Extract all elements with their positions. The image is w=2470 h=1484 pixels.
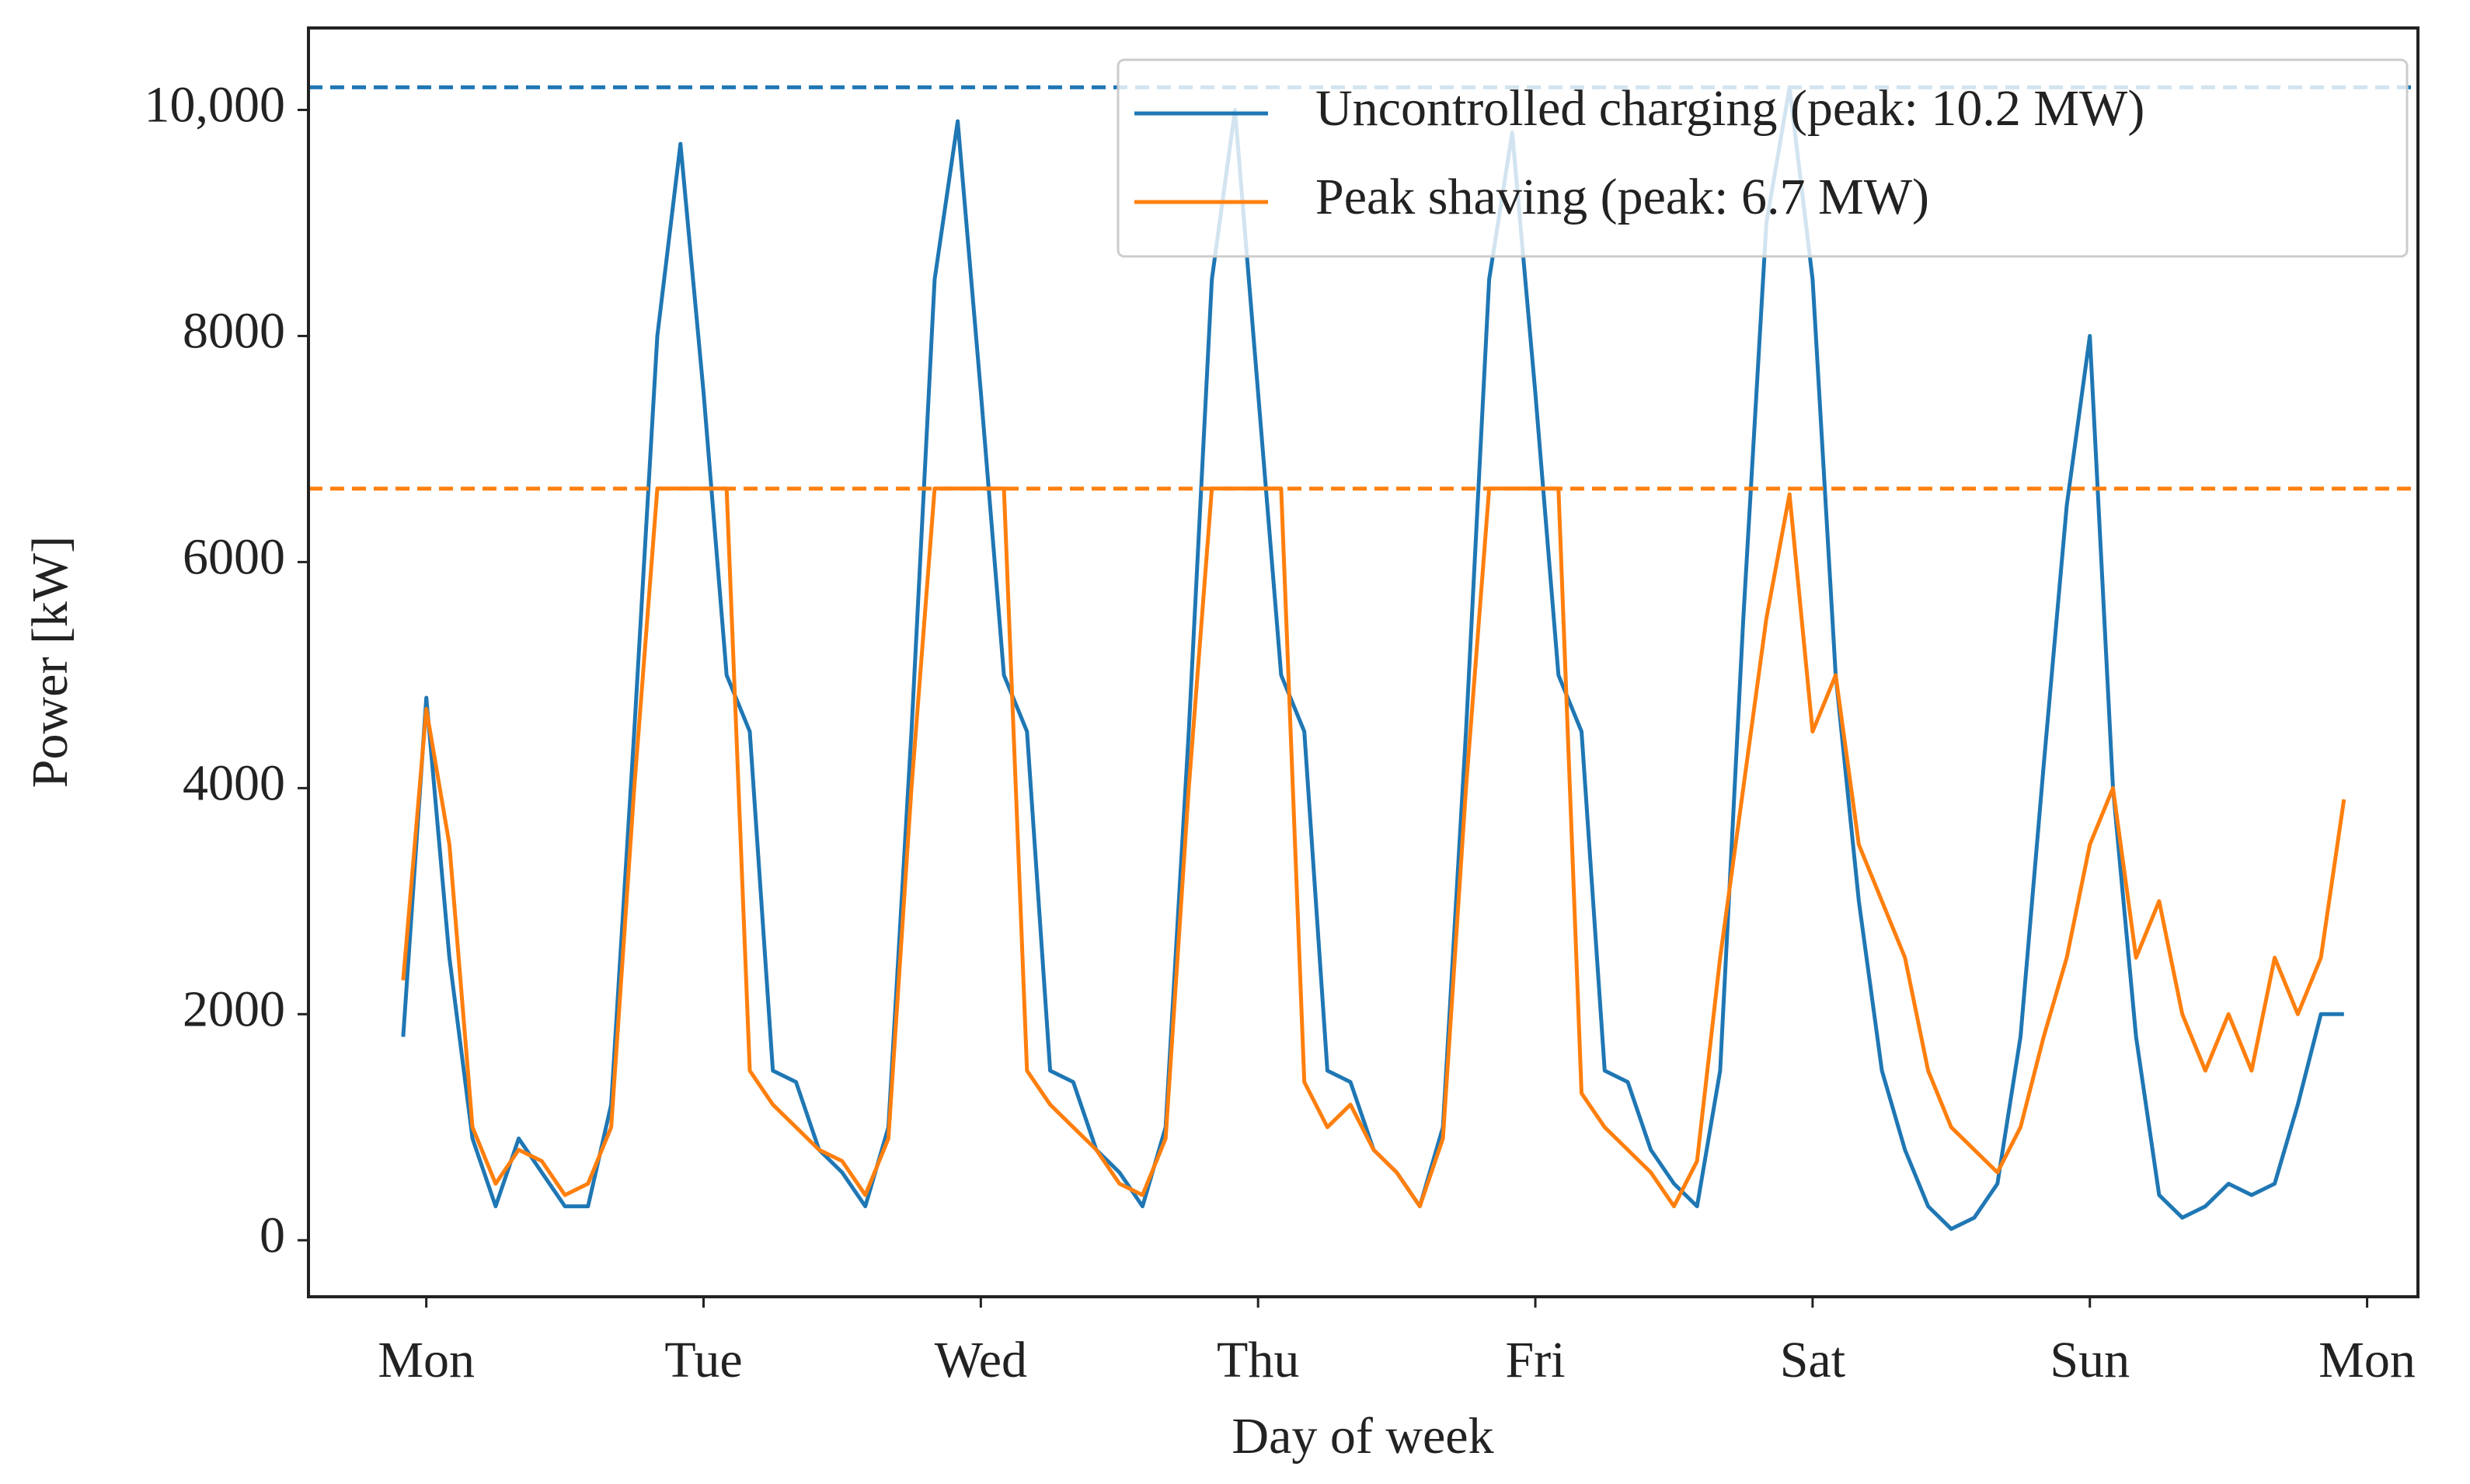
x-tick-label: Sun: [2050, 1332, 2130, 1388]
x-axis-label: Day of week: [1232, 1408, 1493, 1465]
y-tick-label: 0: [260, 1207, 285, 1263]
y-axis-label: Power [kW]: [22, 536, 78, 788]
x-tick-label: Mon: [2318, 1332, 2416, 1388]
x-tick-label: Tue: [664, 1332, 742, 1388]
y-tick-label: 4000: [183, 754, 285, 811]
legend-box: [1117, 58, 2409, 258]
series-line: [401, 486, 2346, 1209]
x-tick-label: Thu: [1217, 1332, 1299, 1388]
x-tick-label: Mon: [378, 1332, 475, 1388]
y-tick-label: 2000: [183, 981, 285, 1037]
y-tick-label: 6000: [183, 529, 285, 586]
plot-area: [308, 85, 2418, 1231]
y-tick-label: 8000: [183, 303, 285, 360]
x-tick-label: Sat: [1780, 1332, 1845, 1388]
x-tick-label: Fri: [1506, 1332, 1566, 1388]
y-tick-label: 10,000: [145, 77, 286, 134]
x-tick-label: Wed: [935, 1332, 1027, 1388]
legend-label: Peak shaving (peak: 6.7 MW): [1315, 169, 1929, 225]
legend-label: Uncontrolled charging (peak: 10.2 MW): [1315, 80, 2144, 137]
series-line: [401, 85, 2344, 1231]
plot-frame: [307, 26, 2419, 1298]
